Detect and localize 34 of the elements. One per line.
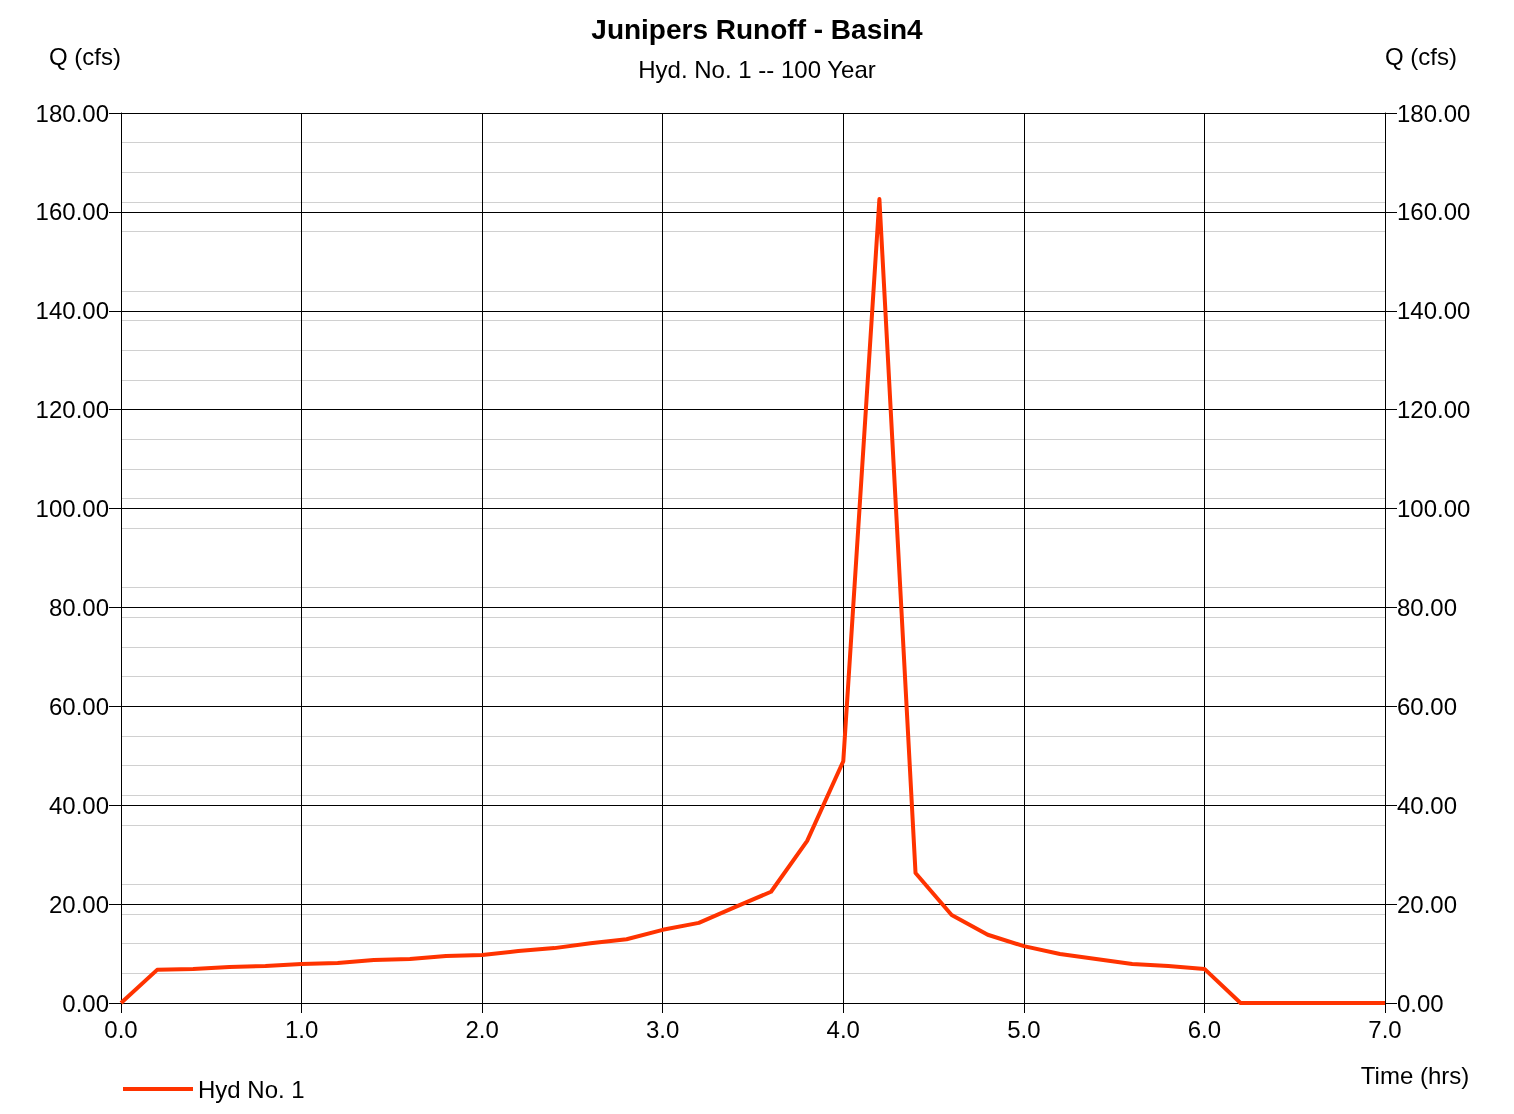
y-tick-label: 0.00 xyxy=(62,989,109,1017)
y2-tick-label: 100.00 xyxy=(1397,495,1471,523)
y2-tick-label: 80.00 xyxy=(1397,593,1458,621)
x-tick-label: 0.0 xyxy=(104,1015,138,1043)
y2-tick-label: 20.00 xyxy=(1397,890,1458,918)
x-tick-label: 3.0 xyxy=(646,1015,680,1043)
x-tick-label: 5.0 xyxy=(1007,1015,1041,1043)
x-tick-label: 4.0 xyxy=(826,1015,860,1043)
y-tick-label: 120.00 xyxy=(35,396,109,424)
y-tick-label: 80.00 xyxy=(48,593,109,621)
y2-tick-label: 40.00 xyxy=(1397,791,1458,819)
chart-title: Junipers Runoff - Basin4 xyxy=(591,13,924,45)
chart-subtitle: Hyd. No. 1 -- 100 Year xyxy=(638,55,876,83)
y2-axis-title: Q (cfs) xyxy=(1385,42,1457,70)
y-tick-label: 20.00 xyxy=(48,890,109,918)
y2-tick-label: 140.00 xyxy=(1397,297,1471,325)
x-tick-label: 1.0 xyxy=(284,1015,319,1043)
x-tick-label: 7.0 xyxy=(1368,1015,1402,1043)
y-tick-label: 160.00 xyxy=(35,198,109,226)
y2-tick-label: 180.00 xyxy=(1397,99,1471,127)
y-tick-label: 100.00 xyxy=(35,495,109,523)
y2-tick-label: 120.00 xyxy=(1397,396,1471,424)
y-tick-label: 180.00 xyxy=(35,99,109,127)
x-tick-label: 2.0 xyxy=(465,1015,499,1043)
y-tick-label: 60.00 xyxy=(48,692,109,720)
x-axis-title: Time (hrs) xyxy=(1360,1061,1470,1089)
y-tick-label: 40.00 xyxy=(48,791,109,819)
y2-tick-label: 0.00 xyxy=(1397,989,1444,1017)
y2-tick-label: 60.00 xyxy=(1397,692,1458,720)
y-axis-title: Q (cfs) xyxy=(49,42,121,70)
y-tick-label: 140.00 xyxy=(35,297,109,325)
legend-label: Hyd No. 1 xyxy=(198,1075,305,1103)
y2-tick-label: 160.00 xyxy=(1397,198,1471,226)
x-tick-label: 6.0 xyxy=(1187,1015,1222,1043)
